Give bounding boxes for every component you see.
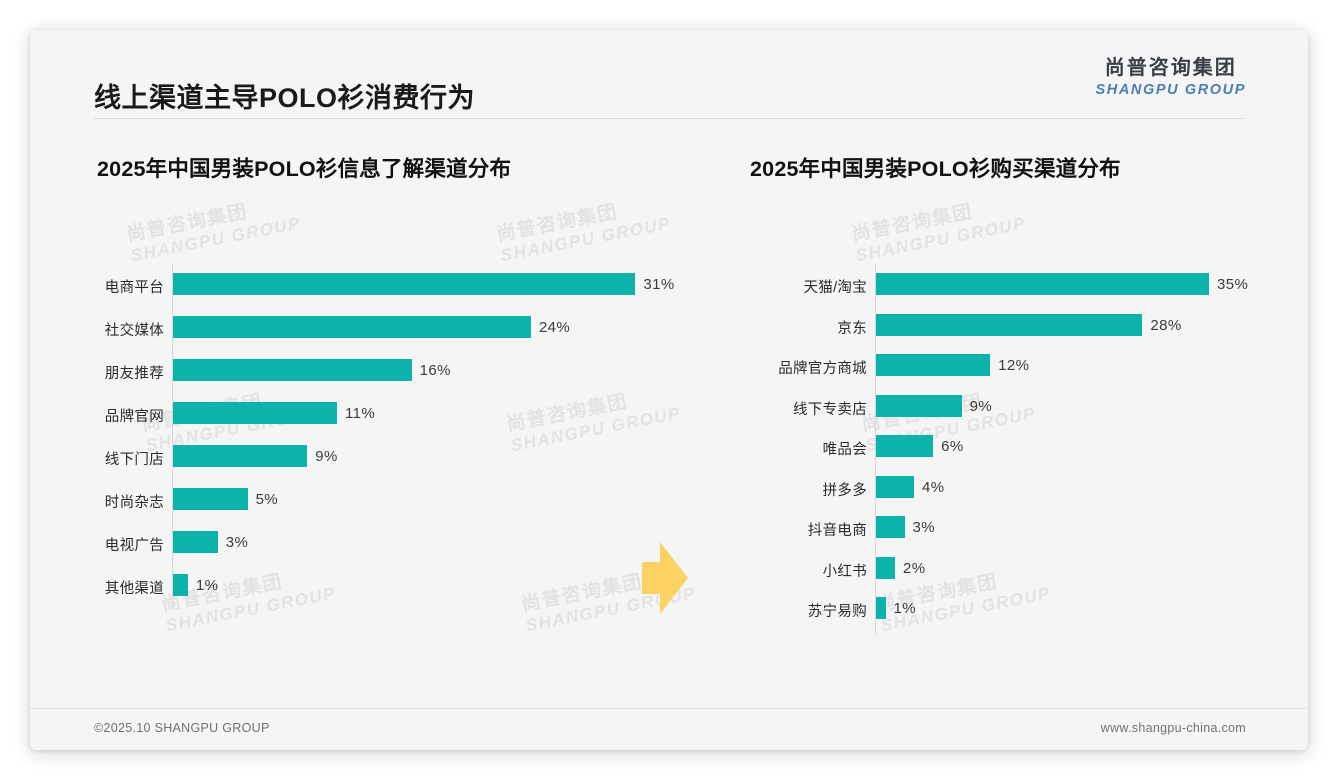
plot-area-right: 天猫/淘宝 35% 京东 28% 品牌官方商城 12% 线下专卖店 9% 唯品会 6% 拼多多 4% 抖… (720, 265, 1290, 635)
chart-panel-purchase-channels: 2025年中国男装POLO衫购买渠道分布 天猫/淘宝 35% 京东 28% 品牌官方商城… (720, 130, 1290, 670)
bar-category-label: 唯品会 (822, 442, 867, 458)
bar-value-label: 5% (255, 491, 279, 508)
slide-header: 线上渠道主导POLO衫消费行为 尚普咨询集团 SHANGPU GROUP (30, 30, 1308, 119)
bar-value-label: 31% (643, 276, 675, 293)
bar-category-label: 电商平台 (104, 280, 164, 296)
bar (173, 445, 308, 467)
bar-category-label: 拼多多 (822, 482, 867, 499)
footer-website[interactable]: www.shangpu-china.com (1100, 721, 1246, 735)
bar (876, 597, 886, 619)
bar (173, 402, 338, 424)
bar-category-label: 线下专卖店 (793, 401, 867, 418)
bar-value-label: 3% (912, 519, 936, 536)
bar-value-label: 16% (419, 362, 451, 379)
bar-value-label: 35% (1217, 276, 1249, 293)
chart-title-right: 2025年中国男装POLO衫购买渠道分布 (750, 157, 1121, 181)
slide-card: 线上渠道主导POLO衫消费行为 尚普咨询集团 SHANGPU GROUP 尚普咨… (30, 30, 1308, 750)
bar-category-label: 苏宁易购 (807, 604, 867, 620)
axis-line-right (875, 265, 876, 635)
bar-category-label: 品牌官网 (104, 409, 164, 425)
bar-category-label: 天猫/淘宝 (803, 280, 867, 296)
bar-value-label: 3% (225, 534, 249, 551)
bar (876, 313, 1143, 336)
bar-category-label: 其他渠道 (104, 581, 164, 597)
bar-value-label: 2% (903, 559, 926, 577)
bar (173, 316, 531, 338)
bar-category-label: 京东 (837, 320, 867, 337)
brand-logo: 尚普咨询集团 SHANGPU GROUP (1095, 58, 1246, 98)
bar-value-label: 1% (195, 577, 219, 594)
bar (876, 556, 896, 579)
bar-category-label: 品牌官方商城 (778, 361, 867, 377)
bar-value-label: 6% (941, 438, 964, 455)
bar-category-label: 时尚杂志 (104, 495, 164, 511)
bar-value-label: 1% (893, 600, 916, 617)
bar-value-label: 24% (538, 319, 571, 336)
bar (876, 516, 905, 538)
brand-logo-chinese: 尚普咨询集团 (1104, 57, 1237, 79)
flow-arrow-icon (642, 542, 688, 614)
axis-line-left (172, 265, 173, 610)
header-divider (94, 118, 1244, 119)
bar-category-label: 朋友推荐 (104, 366, 164, 382)
bar-value-label: 12% (998, 357, 1030, 374)
bar-category-label: 电视广告 (104, 538, 164, 554)
slide-footer: ©2025.10 SHANGPU GROUP www.shangpu-china… (30, 708, 1308, 750)
bar-category-label: 小红书 (822, 563, 867, 580)
brand-logo-english: SHANGPU GROUP (1095, 82, 1246, 98)
bar (173, 531, 218, 553)
bar-value-label: 11% (345, 405, 376, 422)
bar (876, 394, 962, 417)
bar (173, 359, 412, 381)
bar-value-label: 9% (969, 397, 993, 415)
bar-category-label: 社交媒体 (104, 323, 164, 339)
footer-copyright: ©2025.10 SHANGPU GROUP (94, 721, 270, 735)
charts-area: 尚普咨询集团 SHANGPU GROUP 尚普咨询集团 SHANGPU GROU… (30, 130, 1308, 670)
bar (876, 475, 915, 498)
bar (876, 354, 991, 376)
chart-title-left: 2025年中国男装POLO衫信息了解渠道分布 (97, 157, 512, 181)
bar-category-label: 抖音电商 (807, 523, 867, 539)
bar (173, 574, 188, 596)
bar-category-label: 线下门店 (104, 452, 164, 468)
bar-value-label: 4% (922, 478, 945, 496)
page-title: 线上渠道主导POLO衫消费行为 (94, 83, 476, 113)
bar-value-label: 28% (1150, 316, 1182, 334)
bar (173, 488, 248, 510)
bar (876, 435, 934, 457)
bar-value-label: 9% (315, 448, 338, 465)
chart-panel-info-channels: 2025年中国男装POLO衫信息了解渠道分布 电商平台 31% 社交媒体 24% 朋友推… (65, 130, 685, 670)
plot-area-left: 电商平台 31% 社交媒体 24% 朋友推荐 16% 品牌官网 11% 线下门店 9% 时尚杂志 5%… (65, 265, 685, 635)
bar (876, 273, 1209, 295)
bar (173, 273, 636, 295)
